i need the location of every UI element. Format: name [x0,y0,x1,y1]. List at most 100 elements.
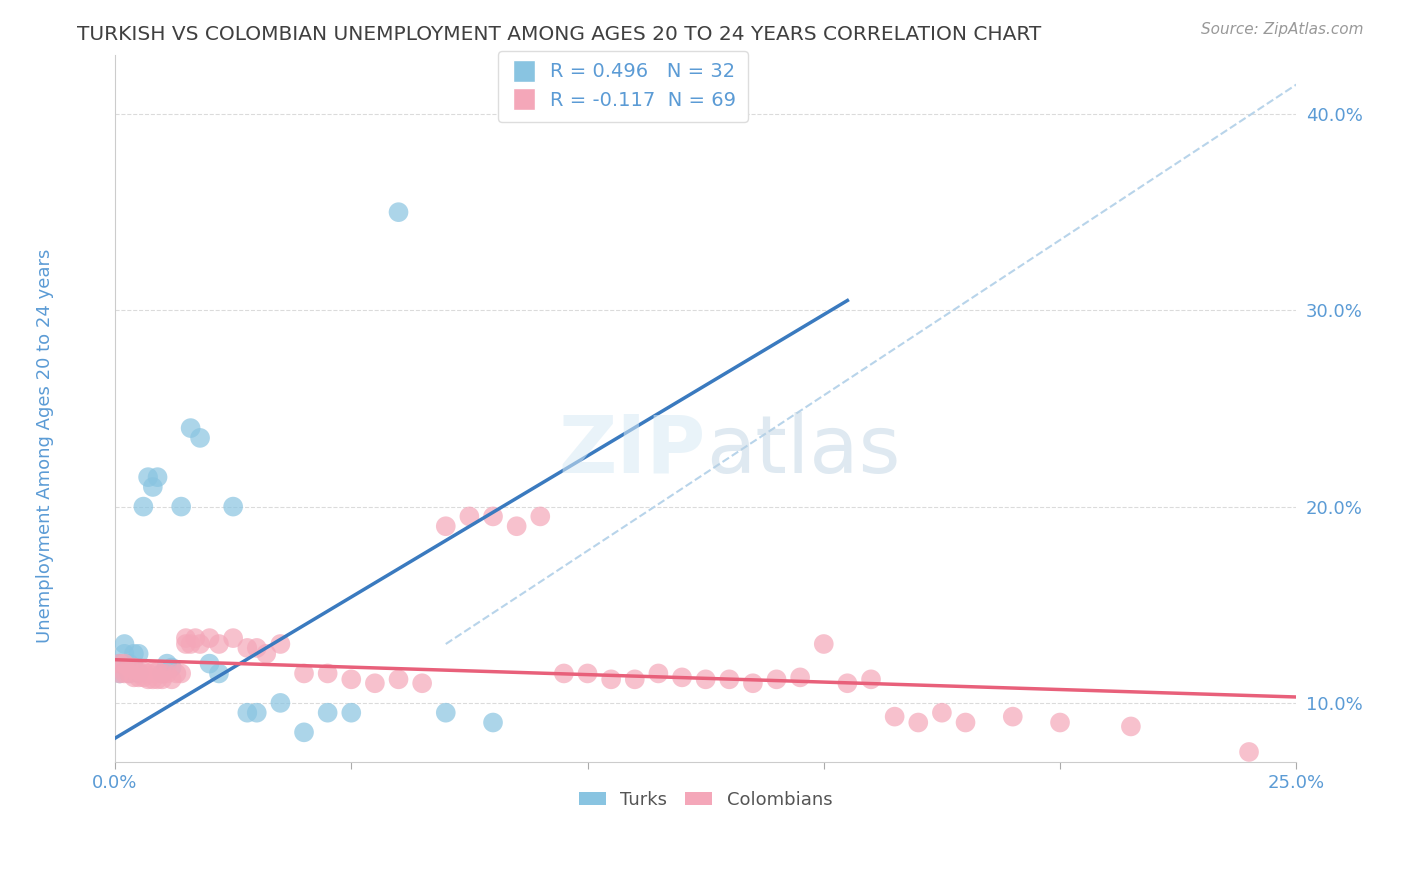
Point [860,673,883,687]
Point [160,673,183,687]
Point [883,709,905,723]
Point [340,673,363,687]
Point [114,657,136,671]
Point [142,480,165,494]
Point [118,666,141,681]
Point [434,519,457,533]
Point [553,666,575,681]
Point [765,673,787,687]
Point [108,666,131,681]
Point [246,706,269,720]
Point [128,647,150,661]
Point [411,676,433,690]
Point [128,666,150,681]
Point [1119,719,1142,733]
Point [165,666,187,681]
Point [146,673,169,687]
Point [1237,745,1260,759]
Point [222,500,245,514]
Text: TURKISH VS COLOMBIAN UNEMPLOYMENT AMONG AGES 20 TO 24 YEARS CORRELATION CHART: TURKISH VS COLOMBIAN UNEMPLOYMENT AMONG … [77,25,1042,44]
Point [108,666,131,681]
Point [837,676,859,690]
Point [156,666,179,681]
Point [146,470,169,484]
Text: Unemployment Among Ages 20 to 24 years: Unemployment Among Ages 20 to 24 years [37,249,53,643]
Point [600,673,623,687]
Point [254,647,277,661]
Point [114,666,136,681]
Point [1001,709,1024,723]
Point [813,637,835,651]
Point [174,637,197,651]
Point [188,431,211,445]
Point [789,670,811,684]
Point [505,519,527,533]
Point [907,715,929,730]
Point [118,666,141,681]
Point [180,637,202,651]
Point [118,660,141,674]
Point [146,665,169,679]
Point [114,647,136,661]
Point [236,706,259,720]
Point [387,205,409,219]
Point [434,706,457,720]
Point [142,665,165,679]
Point [128,665,150,679]
Point [160,660,183,674]
Point [136,470,159,484]
Point [136,673,159,687]
Point [108,657,131,671]
Point [114,637,136,651]
Point [156,657,179,671]
Point [340,706,363,720]
Point [269,696,291,710]
Point [150,666,173,681]
Text: Source: ZipAtlas.com: Source: ZipAtlas.com [1201,22,1364,37]
Point [647,666,669,681]
Point [108,657,131,671]
Text: ZIP: ZIP [558,412,706,490]
Point [150,666,173,681]
Point [955,715,977,730]
Point [458,509,481,524]
Point [198,631,221,645]
Point [198,657,221,671]
Point [170,666,193,681]
Point [142,673,165,687]
Point [132,665,155,679]
Point [132,670,155,684]
Point [576,666,599,681]
Point [122,660,145,674]
Point [208,637,231,651]
Point [316,706,339,720]
Point [671,670,693,684]
Point [482,509,505,524]
Point [316,666,339,681]
Point [128,670,150,684]
Point [118,657,141,671]
Point [741,676,763,690]
Point [269,637,291,651]
Point [180,421,202,435]
Point [222,631,245,645]
Point [1049,715,1071,730]
Point [623,673,645,687]
Point [246,640,269,655]
Point [529,509,551,524]
Point [931,706,953,720]
Point [292,725,315,739]
Point [174,631,197,645]
Point [718,673,741,687]
Point [292,666,315,681]
Point [122,670,145,684]
Point [188,637,211,651]
Point [122,660,145,674]
Point [150,673,173,687]
Point [136,666,159,681]
Point [122,647,145,661]
Point [208,666,231,681]
Point [387,673,409,687]
Legend: Turks, Colombians: Turks, Colombians [572,784,839,816]
Point [170,500,193,514]
